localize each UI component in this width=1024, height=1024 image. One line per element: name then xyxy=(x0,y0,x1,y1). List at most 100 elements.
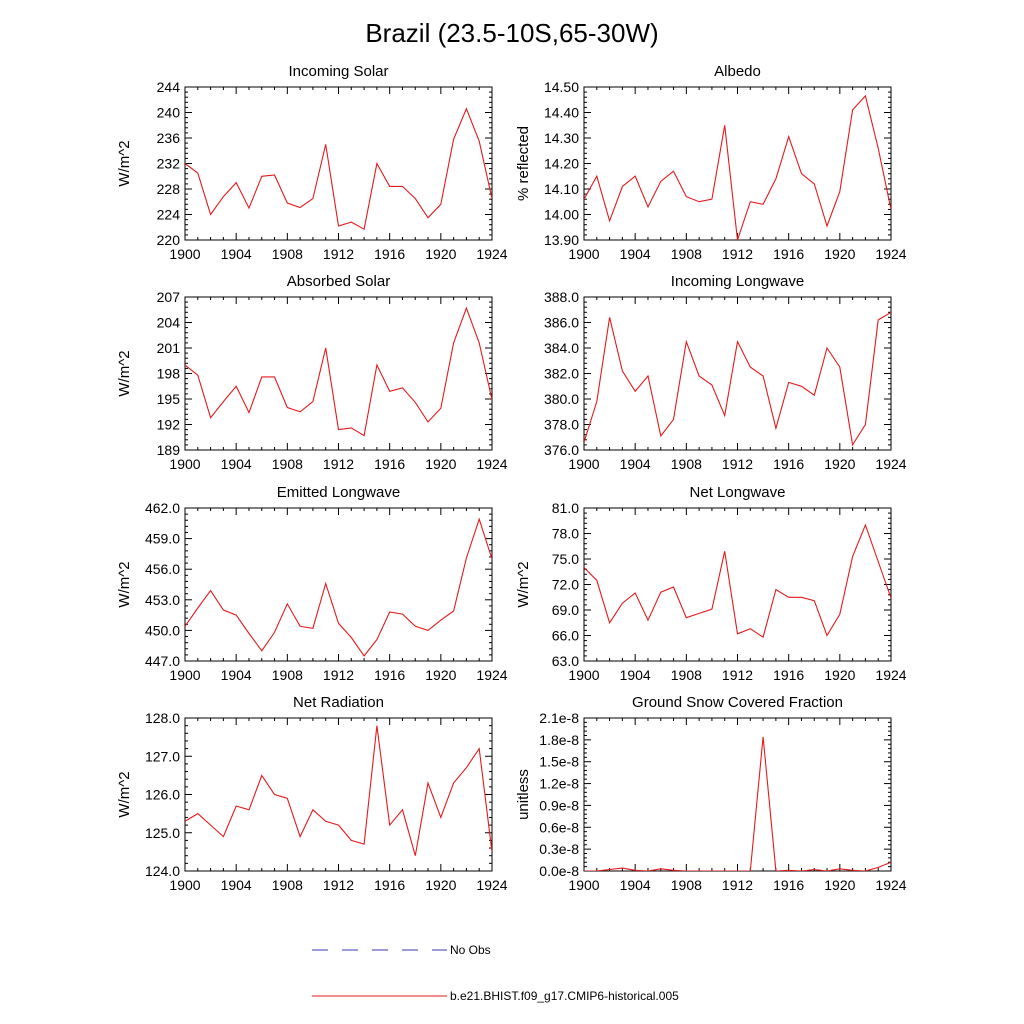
x-tick-label: 1904 xyxy=(620,667,651,683)
plot-frame xyxy=(583,507,892,662)
x-tick-label: 1912 xyxy=(323,246,354,262)
y-tick-label: 0.6e-8 xyxy=(539,819,579,835)
x-tick-label: 1900 xyxy=(568,667,599,683)
y-tick-label: 1.8e-8 xyxy=(539,732,579,748)
y-tick-label: 63.0 xyxy=(552,653,579,669)
x-tick-label: 1904 xyxy=(620,246,651,262)
y-tick-label: 240 xyxy=(157,105,181,121)
x-tick-label: 1916 xyxy=(773,246,804,262)
y-axis-label: unitless xyxy=(515,769,532,820)
y-tick-label: 244 xyxy=(157,79,181,95)
panel-net-radiation: Net Radiation 124.0 125.0 126.0 127.0 128.0 19… xyxy=(116,694,508,893)
y-axis-label: W/m^2 xyxy=(116,350,133,396)
plot-frame xyxy=(184,86,493,241)
x-tick-label: 1908 xyxy=(272,246,303,262)
y-tick-label: 207 xyxy=(157,289,181,305)
y-tick-label: 450.0 xyxy=(145,622,180,638)
x-tick-label: 1900 xyxy=(169,456,200,472)
x-tick-label: 1904 xyxy=(221,877,252,893)
y-axis-label: W/m^2 xyxy=(116,771,133,817)
y-tick-label: 462.0 xyxy=(145,500,180,516)
x-tick-label: 1916 xyxy=(773,456,804,472)
y-axis-label: W/m^2 xyxy=(116,561,133,607)
x-tick-label: 1920 xyxy=(824,456,855,472)
x-tick-label: 1904 xyxy=(221,667,252,683)
panel-title: Net Longwave xyxy=(690,484,786,501)
x-tick-label: 1920 xyxy=(824,667,855,683)
x-tick-label: 1924 xyxy=(875,246,906,262)
y-tick-label: 66.0 xyxy=(552,628,579,644)
figure-title: Brazil (23.5-10S,65-30W) xyxy=(365,18,658,48)
y-tick-label: 220 xyxy=(157,232,181,248)
y-tick-label: 459.0 xyxy=(145,531,180,547)
x-tick-label: 1912 xyxy=(323,877,354,893)
y-tick-label: 13.90 xyxy=(544,232,579,248)
panel-title: Absorbed Solar xyxy=(287,273,390,290)
series-line-albedo xyxy=(584,94,891,240)
y-tick-label: 0.3e-8 xyxy=(539,841,579,857)
x-tick-label: 1924 xyxy=(875,877,906,893)
x-tick-label: 1924 xyxy=(875,667,906,683)
legend-no-obs-label: No Obs xyxy=(450,943,491,957)
plot-frame xyxy=(184,507,493,662)
series-line-net-radiation xyxy=(185,725,492,856)
x-tick-label: 1912 xyxy=(323,456,354,472)
x-tick-label: 1916 xyxy=(374,456,405,472)
y-tick-label: 198 xyxy=(157,366,181,382)
x-tick-label: 1920 xyxy=(425,877,456,893)
plot-frame xyxy=(583,717,892,872)
x-tick-label: 1912 xyxy=(323,667,354,683)
x-tick-label: 1912 xyxy=(722,456,753,472)
x-tick-label: 1904 xyxy=(221,246,252,262)
y-tick-label: 236 xyxy=(157,130,181,146)
x-tick-label: 1912 xyxy=(722,667,753,683)
y-tick-label: 195 xyxy=(157,391,181,407)
x-tick-label: 1916 xyxy=(374,246,405,262)
series-line-net-longwave xyxy=(584,523,891,639)
y-tick-label: 128.0 xyxy=(145,710,180,726)
series-line-emitted-longwave xyxy=(185,517,492,657)
panel-emitted-longwave: Emitted Longwave 447.0 450.0 453.0 456.0 459.… xyxy=(116,484,508,683)
x-tick-label: 1924 xyxy=(476,877,507,893)
y-tick-label: 204 xyxy=(157,315,181,331)
panel-title: Incoming Solar xyxy=(288,63,388,80)
x-tick-label: 1908 xyxy=(272,667,303,683)
x-tick-label: 1924 xyxy=(476,667,507,683)
panel-title: Incoming Longwave xyxy=(671,273,804,290)
plot-frame xyxy=(583,86,892,241)
y-tick-label: 386.0 xyxy=(544,315,579,331)
x-tick-label: 1900 xyxy=(568,877,599,893)
y-tick-label: 14.10 xyxy=(544,181,579,197)
panel-net-longwave: Net Longwave 63.0 66.0 69.0 72.0 75.0 78.0 81.0… xyxy=(515,484,907,683)
y-tick-label: 78.0 xyxy=(552,526,579,542)
y-tick-label: 124.0 xyxy=(145,863,180,879)
y-tick-label: 14.40 xyxy=(544,105,579,121)
y-tick-label: 69.0 xyxy=(552,602,579,618)
x-tick-label: 1904 xyxy=(620,877,651,893)
y-tick-label: 456.0 xyxy=(145,561,180,577)
y-tick-label: 127.0 xyxy=(145,748,180,764)
x-tick-label: 1900 xyxy=(169,246,200,262)
y-tick-label: 72.0 xyxy=(552,577,579,593)
y-tick-label: 125.0 xyxy=(145,825,180,841)
y-tick-label: 224 xyxy=(157,207,181,223)
y-tick-label: 376.0 xyxy=(544,442,579,458)
x-tick-label: 1916 xyxy=(374,667,405,683)
x-tick-label: 1904 xyxy=(620,456,651,472)
y-tick-label: 384.0 xyxy=(544,340,579,356)
y-axis-label: W/m^2 xyxy=(116,140,133,186)
panel-title: Albedo xyxy=(714,63,761,80)
y-tick-label: 81.0 xyxy=(552,500,579,516)
y-axis-label: % reflected xyxy=(515,126,532,201)
x-tick-label: 1920 xyxy=(425,667,456,683)
x-tick-label: 1908 xyxy=(671,456,702,472)
x-tick-label: 1916 xyxy=(374,877,405,893)
x-tick-label: 1908 xyxy=(671,667,702,683)
plot-frame xyxy=(583,296,892,451)
panel-incoming-longwave: Incoming Longwave 376.0 378.0 380.0 382.0 384… xyxy=(544,273,907,472)
panel-title: Net Radiation xyxy=(293,694,384,711)
y-tick-label: 75.0 xyxy=(552,551,579,567)
y-tick-label: 232 xyxy=(157,156,181,172)
panel-incoming-solar: Incoming Solar 220 224 228 232 236 240 244 1900 1… xyxy=(116,63,508,262)
